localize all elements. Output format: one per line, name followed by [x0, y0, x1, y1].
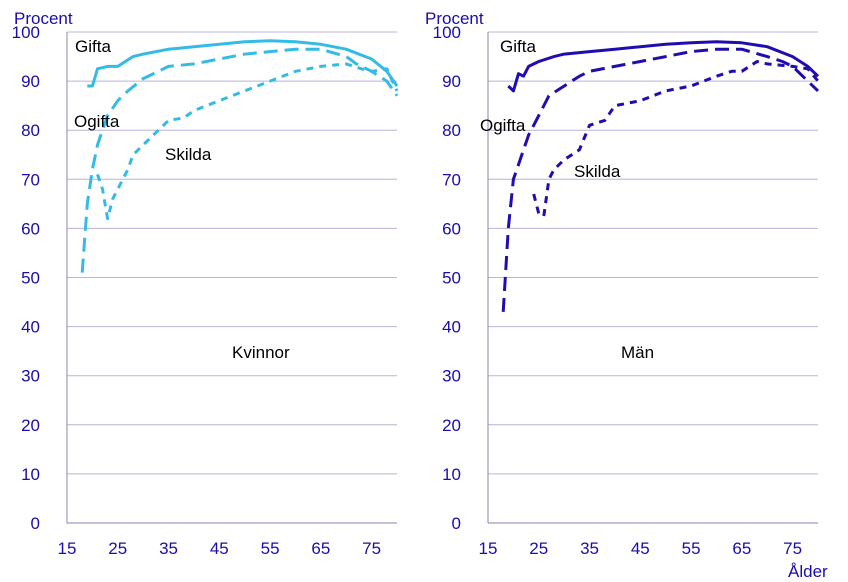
y-tick-label: 50	[21, 269, 40, 288]
series-label-skilda: Skilda	[574, 162, 621, 181]
series-line-skilda	[532, 60, 820, 218]
y-tick-label: 10	[442, 465, 461, 484]
x-tick-label: 25	[108, 539, 127, 558]
y-tick-label: 0	[452, 514, 461, 533]
series-line-gifta	[507, 40, 820, 93]
series-line-skilda	[96, 62, 399, 221]
x-tick-label: 25	[529, 539, 548, 558]
y-tick-label: 80	[442, 121, 461, 140]
x-axis-title: Ålder	[788, 562, 828, 581]
x-tick-label: 15	[479, 539, 498, 558]
y-axis-title: Procent	[14, 9, 73, 28]
x-tick-label: 55	[261, 539, 280, 558]
x-tick-label: 45	[631, 539, 650, 558]
x-tick-label: 15	[58, 539, 77, 558]
y-tick-label: 0	[31, 514, 40, 533]
y-tick-label: 70	[21, 170, 40, 189]
series-line-ogifta	[80, 47, 399, 273]
y-tick-label: 90	[442, 72, 461, 91]
y-tick-label: 80	[21, 121, 40, 140]
y-tick-label: 60	[21, 219, 40, 238]
x-tick-label: 35	[580, 539, 599, 558]
x-tick-label: 55	[682, 539, 701, 558]
y-tick-label: 20	[442, 416, 461, 435]
y-tick-label: 40	[21, 318, 40, 337]
x-tick-label: 75	[783, 539, 802, 558]
y-tick-label: 10	[21, 465, 40, 484]
series-label-gifta: Gifta	[500, 37, 536, 56]
y-axis-title: Procent	[425, 9, 484, 28]
y-tick-label: 50	[442, 269, 461, 288]
y-tick-label: 30	[21, 367, 40, 386]
x-tick-label: 75	[362, 539, 381, 558]
y-tick-label: 20	[21, 416, 40, 435]
series-label-ogifta: Ogifta	[480, 116, 526, 135]
x-tick-label: 45	[210, 539, 229, 558]
y-tick-label: 60	[442, 219, 461, 238]
series-label-gifta: Gifta	[75, 37, 111, 56]
y-tick-label: 40	[442, 318, 461, 337]
series-line-gifta	[87, 39, 399, 88]
chart-panel-2: 0 10 20 30 40 50 60 70 80 90 100 15 25 35 45 55 65 75 Proc…	[425, 9, 828, 581]
x-tick-label: 65	[311, 539, 330, 558]
y-tick-label: 90	[21, 72, 40, 91]
panel-label: Kvinnor	[232, 343, 290, 362]
y-tick-label: 100	[433, 23, 461, 42]
series-label-ogifta: Ogifta	[74, 112, 120, 131]
y-tick-label: 100	[12, 23, 40, 42]
x-tick-label: 35	[159, 539, 178, 558]
y-tick-label: 30	[442, 367, 461, 386]
series-line-ogifta	[501, 47, 820, 312]
x-tick-label: 65	[732, 539, 751, 558]
y-tick-label: 70	[442, 170, 461, 189]
panel-label: Män	[621, 343, 654, 362]
chart-panel-1: 0 10 20 30 40 50 60 70 80 90 100 15 25 35 45 55 65 75 Proc…	[12, 9, 399, 558]
series-label-skilda: Skilda	[165, 145, 212, 164]
